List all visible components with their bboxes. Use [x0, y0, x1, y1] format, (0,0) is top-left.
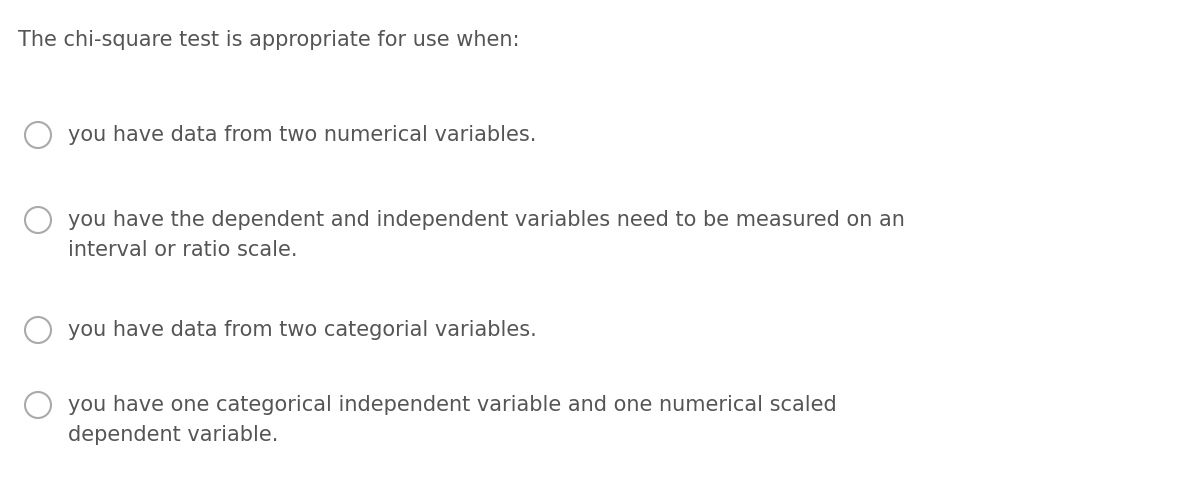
- Text: interval or ratio scale.: interval or ratio scale.: [68, 240, 298, 260]
- Circle shape: [25, 122, 50, 148]
- Circle shape: [25, 207, 50, 233]
- Text: dependent variable.: dependent variable.: [68, 425, 278, 445]
- Text: The chi-square test is appropriate for use when:: The chi-square test is appropriate for u…: [18, 30, 520, 50]
- Text: you have the dependent and independent variables need to be measured on an: you have the dependent and independent v…: [68, 210, 905, 230]
- Text: you have data from two numerical variables.: you have data from two numerical variabl…: [68, 125, 536, 145]
- Text: you have one categorical independent variable and one numerical scaled: you have one categorical independent var…: [68, 395, 836, 415]
- Circle shape: [25, 317, 50, 343]
- Text: you have data from two categorial variables.: you have data from two categorial variab…: [68, 320, 536, 340]
- Circle shape: [25, 392, 50, 418]
